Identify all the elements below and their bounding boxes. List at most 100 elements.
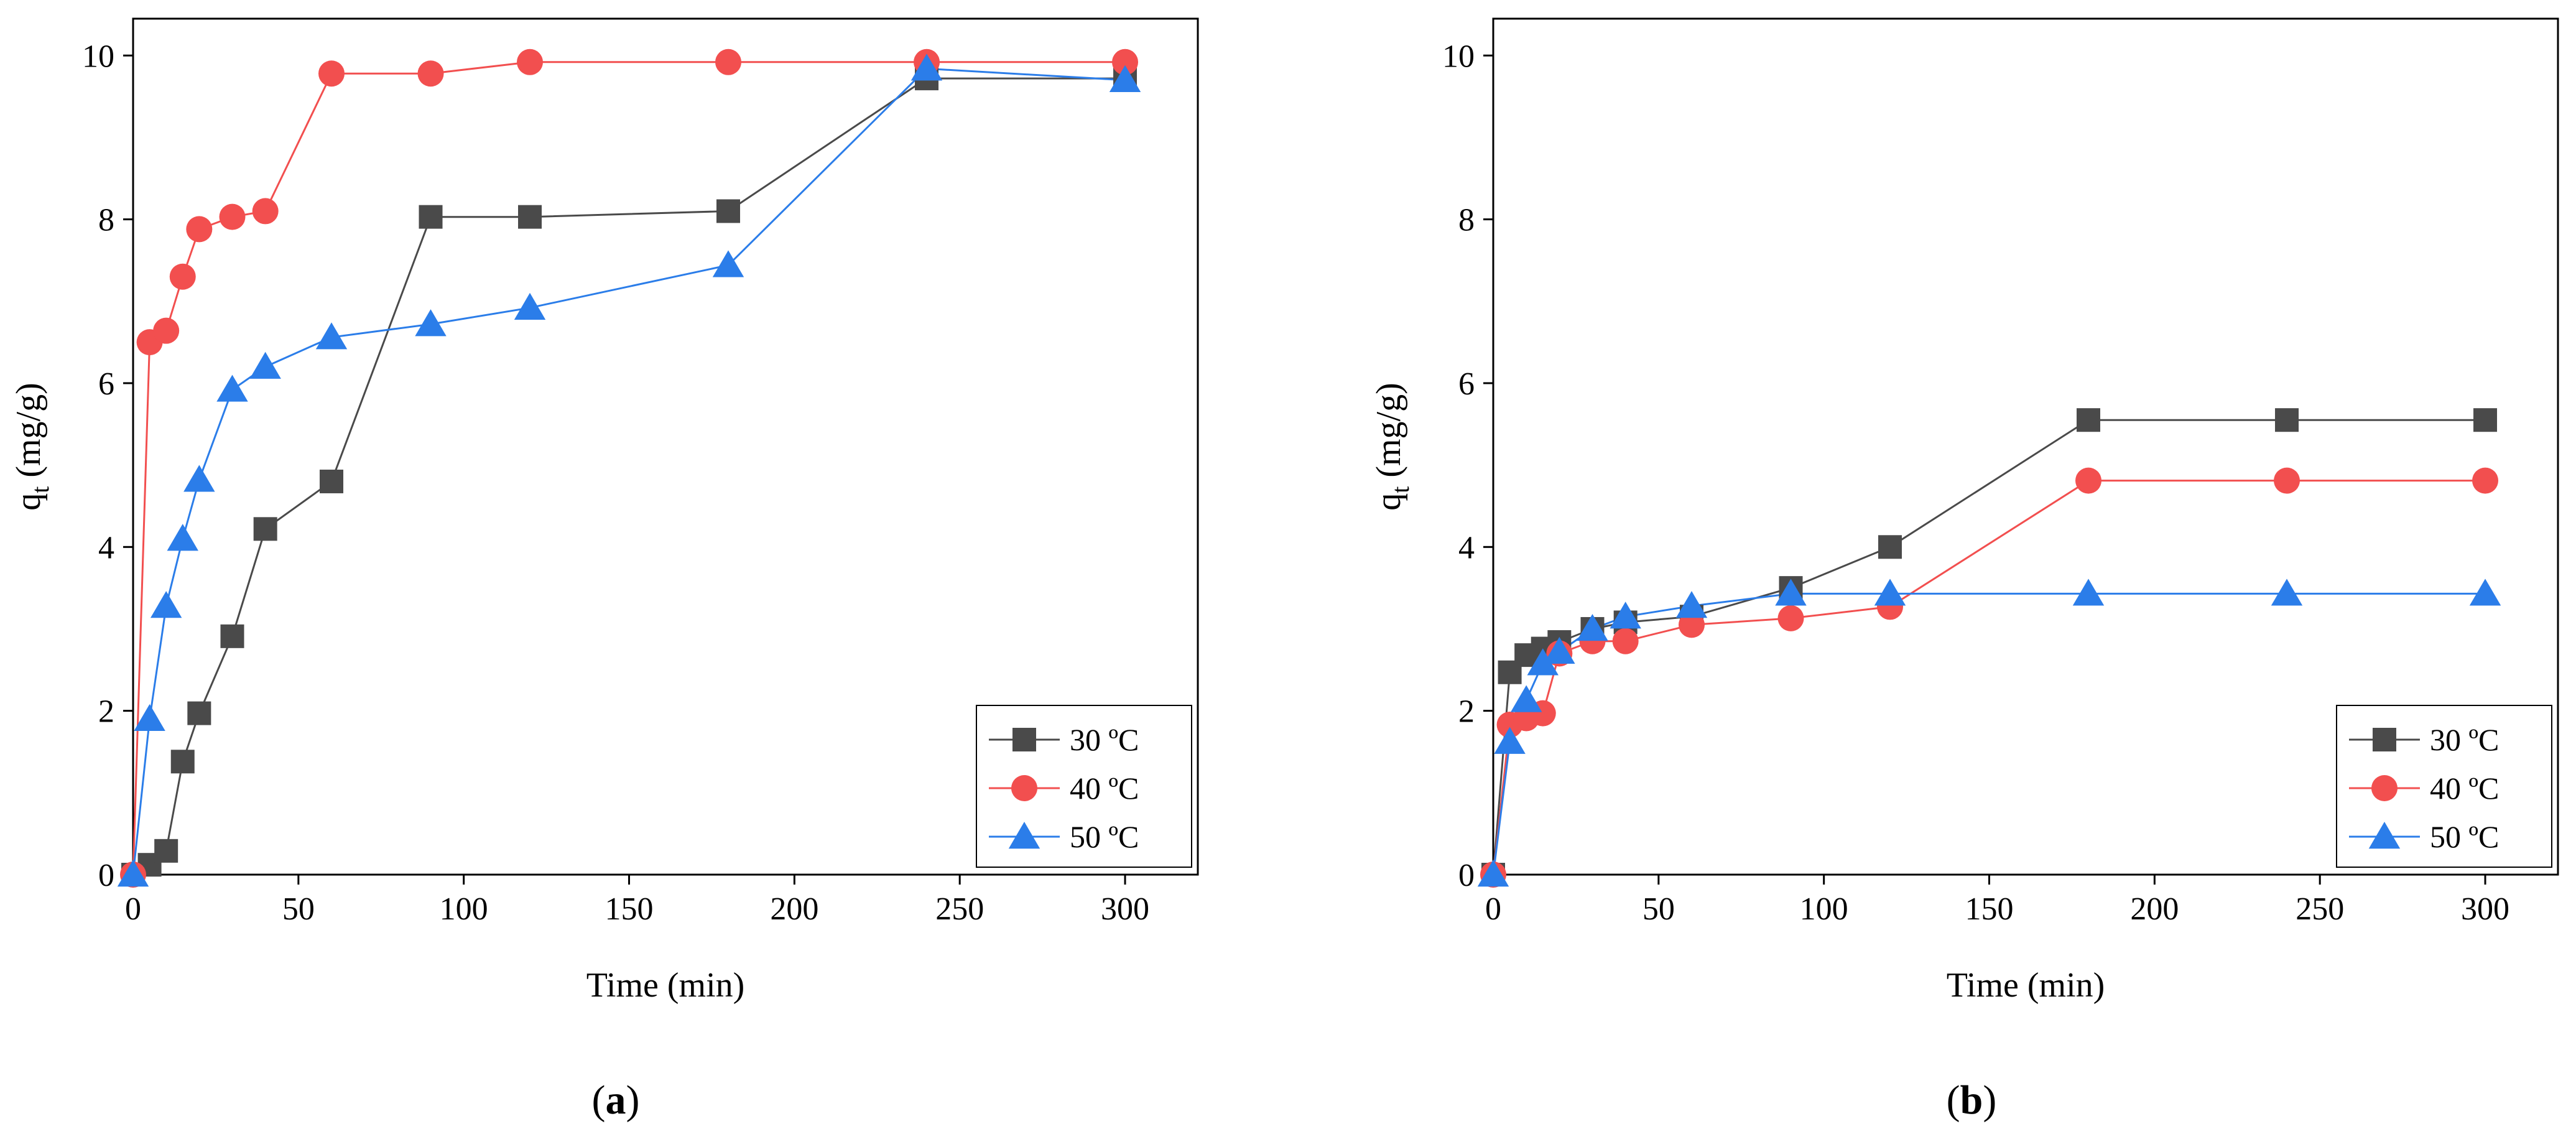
panel-b-y-axis-title: qt (mg/g) [1369, 383, 1414, 511]
panel-a-legend-marker-3 [1008, 822, 1040, 849]
panel-b-x-tick-label: 150 [1965, 891, 2014, 927]
panel-b-series-3-point [2271, 579, 2303, 606]
panel-a-series-1-point [253, 517, 277, 541]
panel-a-series-3-point [1109, 65, 1141, 92]
panel-a-series-3-point [415, 309, 447, 337]
panel-b-series-3-point [1510, 685, 1542, 712]
panel-b-legend-marker-2 [2371, 775, 2398, 801]
panel-a-y-tick-label: 10 [82, 39, 114, 74]
panel-a-y-tick-label: 4 [98, 530, 114, 565]
panel-a-series-2-point [219, 203, 246, 230]
panel-a-series-2-point [318, 60, 345, 87]
panel-a-x-tick-label: 0 [125, 891, 141, 927]
panel-b-legend-marker-3 [2368, 822, 2401, 849]
panel-a-series-3-point [183, 465, 215, 492]
panel-b-series-3-point [1775, 579, 1807, 606]
panel-a-series-2-point [417, 60, 444, 87]
panel-b-series-1-point [2473, 408, 2498, 432]
panel-b-series-3-point [1577, 613, 1608, 641]
panel-b-legend-label-1: 30 ºC [2430, 722, 2499, 757]
panel-a-series-1-point [419, 205, 443, 229]
panel-b-label-letter: b [1960, 1077, 1983, 1123]
panel-a-series-2-point [715, 49, 742, 75]
panel-a-series-2-point [169, 263, 196, 290]
panel-a-series-1-point [320, 469, 344, 493]
panel-b-series-2-point [1777, 605, 1804, 631]
panel-b-y-tick-label: 6 [1458, 366, 1475, 402]
panel-a-series-2-point [186, 216, 213, 243]
panel-a-label-open: ( [592, 1077, 606, 1123]
panel-a-label: (a) [592, 1077, 640, 1123]
panel-a-y-axis-title-sub: t [26, 486, 54, 493]
panel-a-label-letter: a [606, 1077, 626, 1123]
panel-b-x-tick-label: 100 [1800, 891, 1848, 927]
panel-a-series-1-point [187, 701, 211, 725]
panel-a-x-tick-label: 50 [282, 891, 315, 927]
panel-a-x-tick-label: 250 [935, 891, 984, 927]
panel-a-series-1-point [170, 750, 195, 774]
panel-b-y-tick-label: 4 [1458, 530, 1475, 565]
panel-b-x-tick-label: 200 [2130, 891, 2179, 927]
panel-b-legend-marker-1 [2373, 728, 2396, 751]
panel-b-series-2-point [1612, 628, 1639, 654]
panel-b-chart: 0 50 100 150 200 250 300 0 2 4 6 8 10 Time (min) qt (m… [1369, 17, 2559, 1123]
panel-b-x-tick-label: 300 [2461, 891, 2509, 927]
panel-a-legend-label-1: 30 ºC [1070, 722, 1139, 757]
panel-a-series-1-point [716, 199, 741, 223]
panel-a-series-2-point [252, 198, 279, 225]
panel-b-series-3-point [2469, 579, 2501, 606]
panel-a-series-3-point [134, 704, 165, 732]
panel-b-x-tick-label: 50 [1642, 891, 1675, 927]
panel-b-y-axis-title-sub: t [1386, 486, 1414, 493]
panel-a-series-2-point [153, 317, 180, 344]
panel-a-series-3-point [216, 374, 248, 402]
panel-a-series-3-point [910, 53, 943, 81]
panel-a-y-tick-label: 6 [98, 366, 114, 402]
panel-a-y-axis-title-main: q [9, 493, 48, 511]
panel-a-legend-label-3: 50 ºC [1070, 819, 1139, 854]
panel-a-series-1-point [220, 624, 244, 648]
panel-b-plot-frame [1492, 17, 2559, 876]
panel-a-series-1-point [518, 205, 542, 229]
panel-b-series-1-point [1878, 535, 1902, 559]
panel-b-x-axis-title: Time (min) [1947, 966, 2105, 1005]
panel-a-series-2-point [1112, 49, 1139, 75]
panel-b-series-3-point [2072, 579, 2105, 606]
panel-b-series-3-point [1610, 602, 1641, 629]
panel-a-y-tick-label: 2 [98, 694, 114, 730]
panel-b-label-open: ( [1947, 1077, 1960, 1123]
panel-b-series-2-point [2274, 467, 2300, 494]
panel-b-series-1-point [2077, 408, 2101, 432]
panel-a-series-3-point [167, 524, 198, 551]
panel-b-series-2-point [2075, 467, 2102, 494]
panel-b-label-close: ) [1983, 1077, 1996, 1123]
panel-b-y-axis-title-main: q [1369, 493, 1408, 511]
panel-b-x-tick-label: 250 [2296, 891, 2344, 927]
panel-a-legend: 30 ºC 40 ºC 50 ºC [976, 705, 1192, 868]
panel-b-label: (b) [1947, 1077, 1997, 1123]
panel-a-series-3-point [514, 292, 546, 320]
panel-a-series-2-point [517, 49, 544, 75]
panel-b-series-3-point [1527, 648, 1559, 676]
panel-a-x-tick-label: 300 [1101, 891, 1149, 927]
panel-b-series-2-point [1679, 611, 1705, 638]
panel-b-y-tick-label: 8 [1458, 203, 1475, 238]
panel-b-y-tick-label: 2 [1458, 694, 1475, 730]
panel-a-x-axis-title: Time (min) [586, 966, 745, 1005]
panel-a-y-axis-title: qt (mg/g) [9, 383, 54, 511]
panel-b-y-tick-label: 10 [1442, 39, 1475, 74]
panel-a-series-3-point [315, 322, 348, 350]
panel-a-legend-marker-1 [1012, 728, 1036, 751]
panel-a-x-tick-label: 200 [770, 891, 818, 927]
panel-b-series-3-point [1477, 860, 1509, 887]
panel-a-y-axis-title-unit: (mg/g) [9, 383, 48, 486]
panel-b-legend: 30 ºC 40 ºC 50 ºC [2336, 705, 2552, 868]
panel-b-y-axis-title-unit: (mg/g) [1369, 383, 1408, 486]
panel-a-legend-label-2: 40 ºC [1070, 771, 1139, 806]
panel-a-series-1-point [154, 839, 178, 863]
panel-b-series-3-point [1494, 727, 1526, 754]
panel-b-series-3-point [1675, 591, 1708, 618]
panel-a-x-tick-label: 150 [605, 891, 654, 927]
